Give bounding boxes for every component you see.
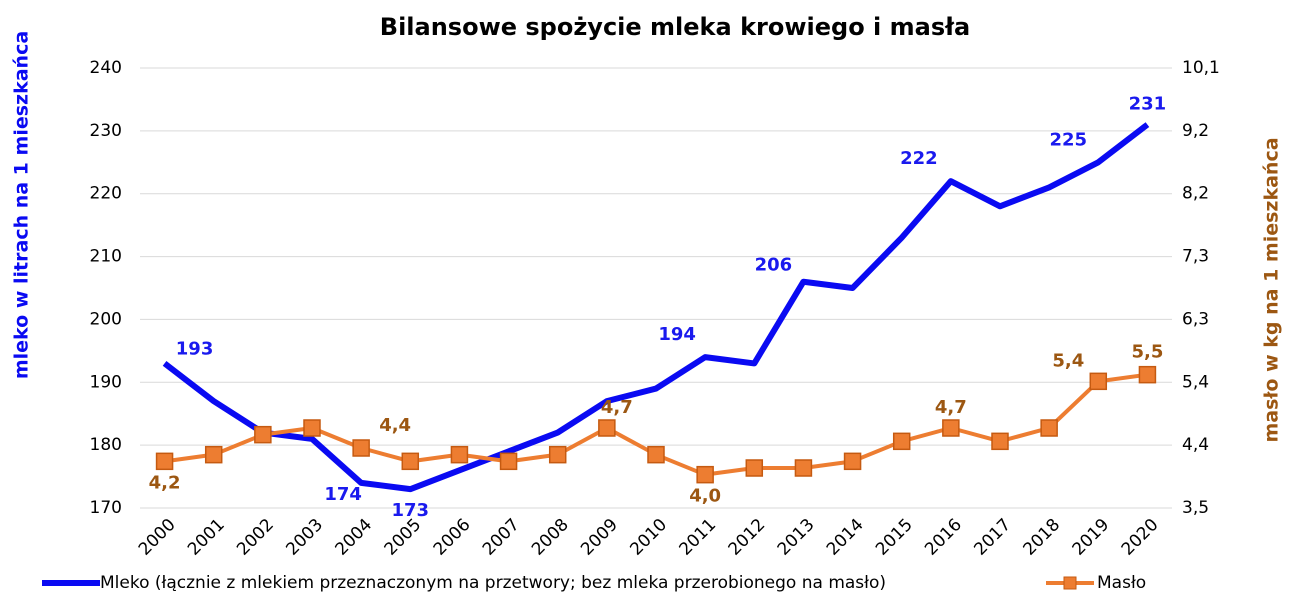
y-tick-label: 230 [90,121,122,141]
marker [352,439,370,457]
y-tick-label: 170 [90,498,122,518]
marker [450,445,469,464]
marker [892,432,911,451]
data-label: 231 [1129,94,1167,115]
marker [1138,365,1157,384]
data-label: 4,4 [379,415,411,436]
marker [1089,372,1108,391]
marker [745,459,764,477]
x-tick-label: 2009 [577,515,622,560]
y2-tick-label: 7,3 [1182,247,1209,267]
y2-tick-label: 6,3 [1182,309,1209,329]
data-label: 173 [391,500,429,521]
y2-tick-label: 10,1 [1182,58,1220,78]
chart-title: Bilansowe spożycie mleka krowiego i masł… [380,13,970,41]
x-tick-label: 2015 [872,515,917,560]
marker [794,459,813,477]
x-tick-label: 2017 [970,515,1015,560]
data-label: 5,5 [1131,342,1163,363]
x-tick-label: 2018 [1019,515,1064,560]
x-tick-label: 2001 [184,515,229,560]
x-tick-label: 2016 [921,515,966,560]
y2-tick-label: 9,2 [1182,121,1209,141]
marker [303,419,321,437]
data-label: 225 [1049,129,1087,150]
data-label: 222 [900,148,938,169]
y-tick-label: 220 [90,184,122,204]
data-label: 4,2 [149,472,181,493]
x-tick-label: 2006 [430,515,475,560]
x-tick-label: 2010 [626,515,671,560]
y-tick-label: 200 [90,309,122,329]
y2-axis-title: masło w kg na 1 mieszkańca [1261,137,1283,442]
x-tick-label: 2007 [479,515,524,560]
y-axis-title: mleko w litrach na 1 mieszkańca [11,31,33,379]
y2-tick-label: 4,4 [1182,435,1209,455]
x-tick-label: 2005 [381,515,426,560]
marker [598,419,616,437]
legend-label: Mleko (łącznie z mlekiem przeznaczonym n… [100,573,886,593]
x-tick-label: 2012 [725,515,770,560]
data-label: 174 [324,484,362,505]
marker [204,445,223,464]
marker [499,452,518,471]
x-tick-label: 2014 [823,515,868,560]
y-tick-label: 240 [90,58,122,78]
data-label: 4,7 [601,397,633,418]
y2-tick-label: 5,4 [1182,372,1209,392]
y2-tick-label: 3,5 [1182,498,1209,518]
legend-label: Masło [1097,573,1146,593]
series-line [162,122,1150,493]
x-tick-label: 2003 [282,515,327,560]
data-label: 206 [755,255,793,276]
y-tick-label: 180 [90,435,122,455]
y-tick-label: 190 [90,372,122,392]
y2-tick-label: 8,2 [1182,184,1209,204]
marker [254,425,272,444]
marker [401,452,420,471]
data-label: 4,7 [935,397,967,418]
x-tick-label: 2013 [774,515,819,560]
x-tick-label: 2000 [135,515,180,560]
data-label: 5,4 [1052,350,1084,371]
marker [647,445,665,464]
x-tick-label: 2020 [1118,515,1163,560]
marker [696,465,714,484]
marker [155,452,174,471]
x-tick-label: 2002 [233,515,278,560]
marker [548,445,567,464]
marker [843,452,862,471]
marker [942,419,960,437]
legend-marker [1063,576,1077,590]
x-tick-label: 2004 [331,515,376,560]
data-label: 193 [176,338,214,359]
data-label: 194 [658,324,696,345]
marker [1040,419,1058,437]
x-tick-label: 2019 [1069,515,1114,560]
y-tick-label: 210 [90,247,122,267]
marker [991,432,1009,451]
x-tick-label: 2011 [675,515,720,560]
x-tick-label: 2008 [528,515,573,560]
data-label: 4,0 [689,486,721,507]
